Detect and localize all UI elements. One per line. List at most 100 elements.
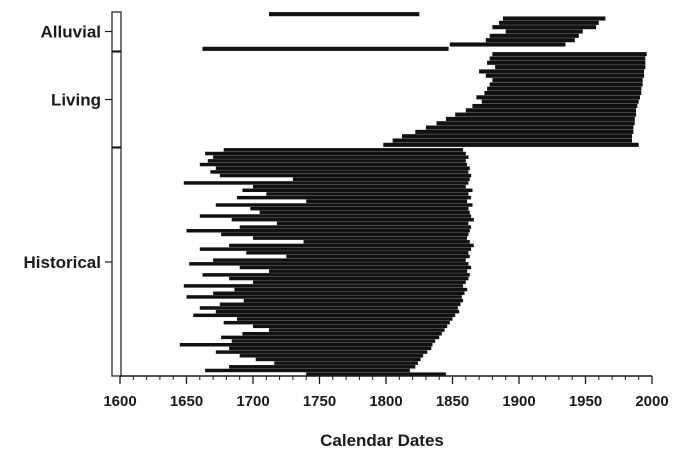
series-bar (484, 90, 642, 96)
series-bar (199, 306, 458, 310)
series-bar (213, 291, 465, 295)
group-label: Historical (24, 253, 101, 272)
series-bar (489, 56, 646, 61)
series-bar (445, 116, 635, 121)
series-bar (253, 184, 466, 189)
series-bar (269, 12, 420, 17)
series-bar (259, 210, 470, 215)
series-bar (269, 269, 468, 273)
series-bar (237, 317, 453, 321)
series-bar (492, 25, 597, 30)
series-bar (303, 240, 470, 244)
x-tick-label: 2000 (635, 393, 668, 410)
series-bar (250, 206, 469, 211)
group-label: Alluvial (41, 23, 101, 42)
series-bar (479, 69, 644, 74)
series-bar (183, 181, 469, 185)
series-bar (210, 170, 469, 174)
series-bar (231, 339, 436, 343)
series-bar (503, 16, 606, 21)
group-label: Living (51, 91, 101, 110)
series-bar (205, 151, 466, 156)
series-bar (253, 324, 448, 329)
series-bar (202, 273, 470, 277)
bars-layer (179, 12, 647, 376)
series-bar (292, 177, 470, 181)
series-bar (266, 192, 469, 196)
series-bar (476, 95, 640, 100)
group-bracket (111, 51, 122, 148)
group-bracket (111, 147, 122, 377)
series-bar (243, 298, 464, 303)
series-bar (186, 229, 470, 233)
series-bar (489, 82, 643, 87)
series-bar (253, 236, 468, 240)
series-bar (392, 138, 632, 143)
series-bar (207, 159, 466, 163)
series-bar (183, 284, 464, 288)
series-bar (199, 162, 468, 167)
series-bar (186, 295, 462, 299)
series-bar (485, 73, 645, 78)
series-bar (229, 243, 474, 248)
x-tick-label: 1800 (369, 393, 402, 410)
series-bar (402, 134, 633, 139)
series-bar (215, 309, 460, 314)
series-bar (215, 166, 470, 170)
series-bar (205, 368, 410, 373)
series-bar (215, 203, 473, 207)
series-bar (449, 42, 566, 47)
series-bar (436, 121, 635, 126)
series-bar (189, 262, 469, 266)
series-bar (425, 125, 634, 130)
series-bar (237, 195, 472, 200)
series-bar (276, 221, 469, 226)
series-bar (492, 52, 647, 57)
series-bar (306, 372, 446, 376)
series-bar (495, 65, 646, 70)
series-bar (455, 112, 637, 117)
series-bar (199, 247, 472, 251)
series-bar (193, 313, 456, 318)
series-bar (242, 331, 442, 336)
series-bar (499, 20, 599, 25)
series-bar (472, 103, 638, 109)
x-tick-label: 1850 (436, 393, 469, 410)
series-bar (306, 199, 468, 204)
series-bar (383, 142, 639, 147)
series-bar (239, 225, 472, 229)
series-bar (213, 258, 466, 262)
series-bar (213, 155, 469, 159)
series-bar (465, 108, 636, 113)
series-bar (215, 350, 428, 354)
series-bar (229, 365, 416, 369)
series-bar (492, 78, 643, 83)
series-bar (481, 99, 639, 104)
series-bar (223, 148, 464, 152)
series-bar (199, 214, 472, 218)
x-tick-label: 1900 (502, 393, 535, 410)
series-bar (415, 129, 634, 134)
series-bar (202, 46, 449, 51)
series-bar (221, 232, 469, 237)
series-bar (219, 173, 472, 178)
series-bar (223, 320, 450, 325)
group-bracket (111, 11, 122, 52)
series-bar (229, 346, 432, 351)
series-bar (246, 251, 469, 255)
series-bar (253, 280, 466, 284)
series-bar (255, 357, 421, 362)
x-tick-label: 1750 (303, 393, 336, 410)
x-axis: 1600 1650 1700 1750 1800 1850 1900 1950 2000 (103, 375, 669, 410)
series-bar (286, 254, 470, 259)
series-bar (487, 86, 642, 91)
series-bar (231, 217, 474, 222)
series-bar (239, 265, 472, 270)
series-bar (487, 60, 646, 65)
group-brackets: Alluvial Living Historical (24, 11, 122, 377)
x-tick-label: 1650 (170, 393, 203, 410)
series-bar (485, 38, 575, 43)
series-bar (221, 335, 440, 340)
